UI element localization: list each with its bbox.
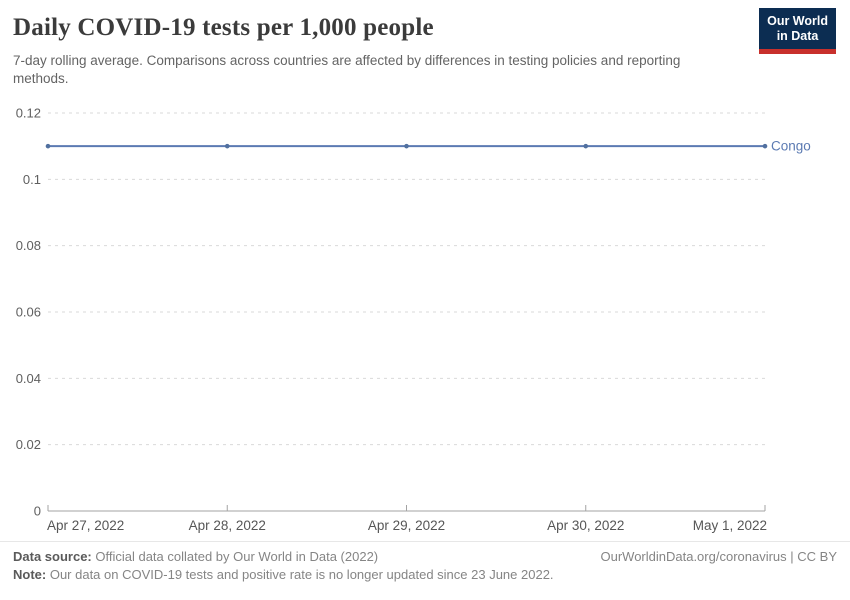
- y-axis-tick-label: 0.08: [16, 238, 41, 253]
- x-axis-tick-label: Apr 30, 2022: [547, 518, 624, 533]
- y-axis-tick-label: 0.12: [16, 106, 41, 121]
- series-label: Congo: [771, 139, 811, 154]
- y-axis-tick-label: 0: [34, 504, 41, 519]
- chart-note: Note: Our data on COVID-19 tests and pos…: [13, 567, 554, 582]
- owid-logo-line1: Our World: [767, 14, 828, 28]
- data-source-text: Official data collated by Our World in D…: [91, 549, 379, 564]
- chart-footer: Data source: Official data collated by O…: [0, 541, 850, 582]
- y-axis-tick-label: 0.1: [23, 172, 41, 187]
- data-point-marker: [224, 143, 230, 149]
- x-axis-tick-label: May 1, 2022: [693, 518, 767, 533]
- x-axis-tick-label: Apr 28, 2022: [189, 518, 266, 533]
- chart-subtitle: 7-day rolling average. Comparisons acros…: [13, 53, 681, 86]
- data-point-marker: [45, 143, 51, 149]
- x-axis-tick-label: Apr 29, 2022: [368, 518, 445, 533]
- data-point-marker: [762, 143, 768, 149]
- data-source: Data source: Official data collated by O…: [13, 549, 378, 564]
- owid-logo: Our World in Data: [759, 8, 836, 54]
- owid-logo-line2: in Data: [776, 29, 819, 43]
- data-point-marker: [404, 143, 409, 149]
- y-axis-tick-label: 0.04: [16, 371, 41, 386]
- data-source-label: Data source:: [13, 549, 92, 564]
- data-point-marker: [583, 143, 589, 149]
- chart-title: Daily COVID-19 tests per 1,000 people: [13, 14, 434, 41]
- chart-note-label: Note:: [13, 567, 47, 582]
- y-axis-tick-label: 0.06: [16, 305, 41, 320]
- chart-note-text: Our data on COVID-19 tests and positive …: [46, 567, 554, 582]
- owid-coronavirus-link[interactable]: OurWorldinData.org/coronavirus | CC BY: [600, 549, 837, 564]
- x-axis-tick-label: Apr 27, 2022: [47, 518, 124, 533]
- y-axis-tick-label: 0.02: [16, 437, 41, 452]
